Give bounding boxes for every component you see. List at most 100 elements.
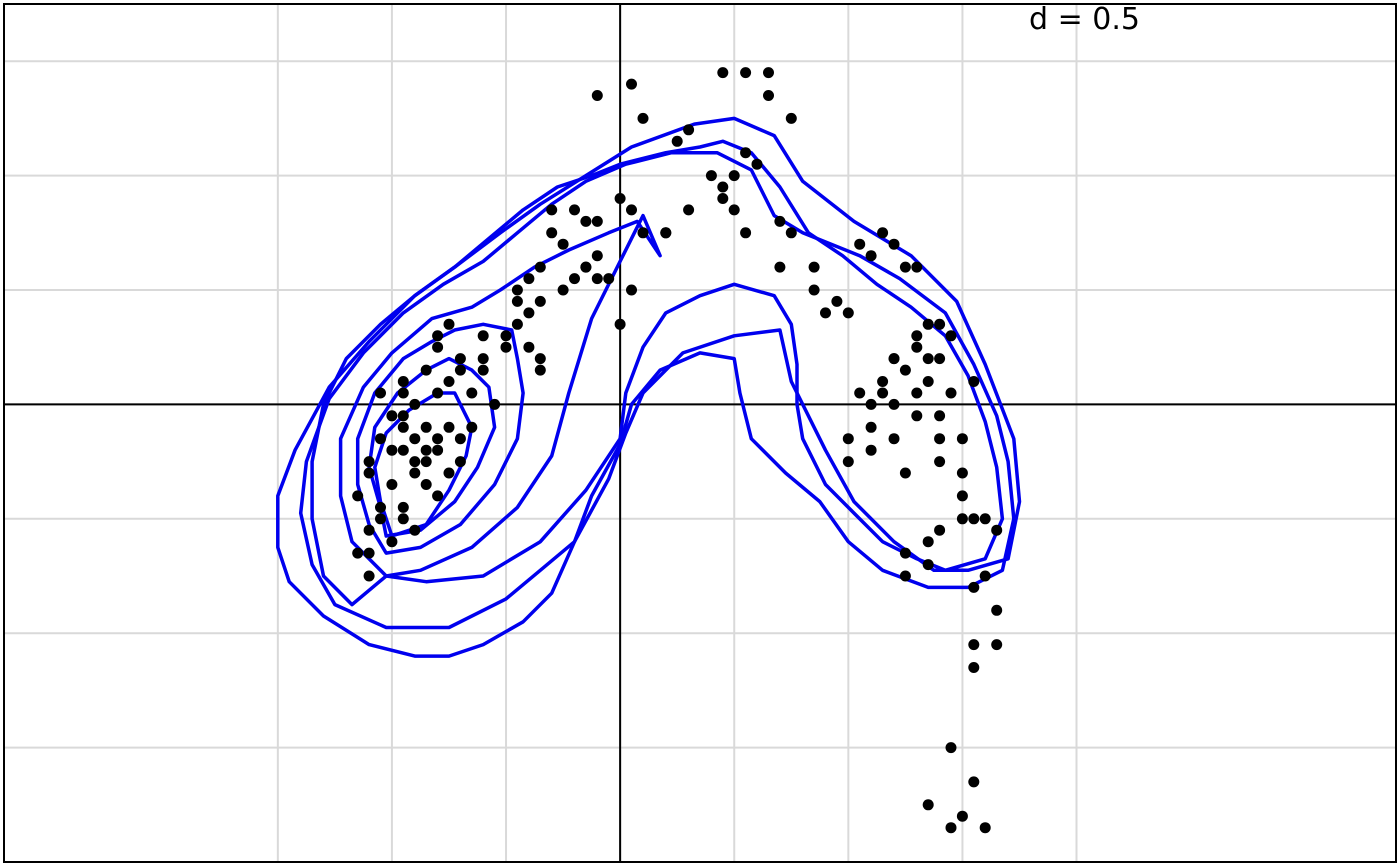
data-point-47	[397, 387, 409, 399]
data-point-77	[626, 78, 637, 90]
data-point-149	[968, 639, 980, 651]
data-point-80	[740, 147, 752, 159]
data-point-169	[420, 444, 432, 456]
data-point-159	[899, 467, 911, 479]
data-point-55	[591, 273, 603, 285]
data-point-35	[363, 524, 375, 536]
data-point-145	[991, 524, 1003, 536]
data-point-161	[877, 376, 889, 387]
data-point-137	[956, 513, 968, 525]
data-point-49	[420, 364, 432, 376]
data-point-62	[523, 307, 535, 319]
data-point-72	[614, 193, 626, 204]
data-point-114	[842, 433, 854, 445]
data-point-141	[922, 536, 934, 548]
data-point-78	[637, 112, 649, 124]
data-point-40	[432, 330, 444, 342]
data-point-71	[591, 215, 603, 227]
contour-line-0	[373, 391, 474, 538]
data-point-51	[534, 261, 546, 273]
data-point-66	[546, 227, 558, 239]
data-point-109	[911, 261, 923, 273]
data-point-18	[454, 456, 466, 468]
data-point-52	[557, 284, 569, 296]
data-point-67	[557, 238, 569, 250]
data-point-38	[386, 536, 398, 548]
data-point-45	[409, 467, 421, 479]
data-point-118	[865, 398, 877, 410]
data-point-20	[466, 387, 478, 399]
data-point-166	[375, 513, 386, 525]
data-point-165	[386, 444, 398, 456]
plot-frame	[3, 3, 1397, 863]
data-point-74	[637, 227, 649, 239]
data-point-101	[820, 307, 831, 319]
data-point-48	[443, 376, 455, 387]
data-point-104	[854, 238, 866, 250]
data-point-25	[500, 341, 512, 353]
data-point-121	[922, 318, 934, 330]
data-point-103	[842, 307, 854, 319]
data-point-136	[956, 490, 968, 502]
scatter-points	[352, 67, 1003, 834]
data-point-34	[363, 467, 375, 479]
data-point-89	[728, 170, 740, 182]
data-point-120	[911, 330, 923, 342]
data-point-93	[671, 135, 683, 147]
data-point-133	[934, 456, 946, 468]
data-point-116	[888, 433, 900, 445]
density-contours	[276, 116, 1022, 658]
data-point-100	[808, 284, 820, 296]
data-point-10	[432, 387, 444, 399]
data-point-59	[580, 261, 592, 273]
data-point-12	[443, 467, 455, 479]
data-point-60	[614, 318, 626, 330]
data-point-130	[945, 387, 957, 399]
data-point-13	[420, 479, 432, 490]
data-point-138	[968, 513, 980, 525]
data-point-46	[397, 410, 409, 422]
data-point-14	[386, 479, 398, 490]
data-point-83	[763, 90, 774, 101]
data-point-146	[979, 570, 991, 582]
data-point-33	[352, 490, 364, 502]
data-point-36	[352, 547, 364, 559]
data-point-32	[375, 387, 386, 399]
data-point-42	[454, 364, 466, 376]
data-point-61	[534, 295, 546, 307]
data-point-157	[979, 822, 991, 834]
data-point-98	[774, 261, 786, 273]
data-point-87	[660, 227, 672, 239]
data-point-26	[523, 341, 535, 353]
data-point-27	[534, 353, 546, 365]
data-point-102	[831, 295, 843, 307]
bandwidth-label: d = 0.5	[1029, 2, 1140, 37]
data-point-158	[865, 444, 877, 456]
data-point-119	[888, 353, 900, 365]
data-point-44	[432, 433, 444, 445]
data-point-132	[934, 433, 946, 445]
data-point-95	[740, 227, 752, 239]
data-point-37	[363, 570, 375, 582]
data-point-53	[569, 273, 580, 285]
data-point-76	[591, 90, 603, 101]
data-point-125	[899, 364, 911, 376]
data-point-106	[888, 238, 900, 250]
data-point-131	[934, 410, 946, 422]
data-point-43	[489, 398, 501, 410]
data-point-142	[899, 547, 911, 559]
data-point-105	[865, 250, 877, 262]
data-point-128	[922, 376, 934, 387]
contour-line-2	[355, 322, 525, 555]
data-point-19	[466, 421, 478, 433]
data-point-168	[397, 513, 409, 525]
data-point-30	[477, 330, 489, 342]
data-point-68	[546, 204, 558, 216]
data-point-21	[477, 364, 489, 376]
data-point-8	[420, 421, 432, 433]
data-point-28	[534, 364, 546, 376]
data-point-160	[854, 387, 866, 399]
data-point-23	[432, 341, 444, 353]
data-point-5	[363, 456, 375, 468]
